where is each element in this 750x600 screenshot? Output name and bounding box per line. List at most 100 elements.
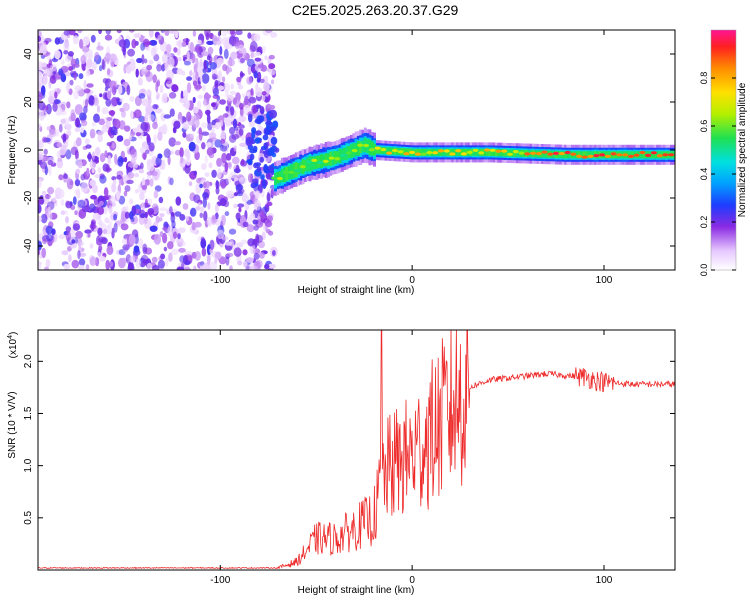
noise-cell: [199, 58, 203, 68]
ridge-core: [553, 151, 559, 155]
ridge-core: [576, 154, 583, 158]
x-tick-label: 100: [596, 275, 613, 286]
noise-cell: [52, 197, 57, 202]
noise-cell: [159, 207, 168, 212]
noise-cell: [38, 30, 42, 37]
noise-cell: [224, 211, 230, 217]
noise-cell: [85, 264, 90, 270]
noise-cell: [260, 108, 265, 114]
noise-cell: [240, 57, 245, 64]
noise-cell: [269, 126, 277, 131]
noise-cell: [65, 216, 69, 224]
noise-cell: [274, 147, 280, 153]
noise-cell: [201, 73, 210, 84]
noise-cell: [63, 41, 70, 53]
noise-cell: [236, 76, 242, 83]
noise-cell: [185, 156, 191, 166]
ridge-cell: [313, 156, 317, 170]
noise-cell: [255, 51, 261, 56]
ridge-cell: [587, 151, 591, 159]
ridge-cell: [488, 148, 492, 156]
noise-cell: [67, 51, 74, 57]
noise-cell: [163, 114, 172, 119]
snr-axes: -100 0 100 0.5 1.0 1.5 2.0: [23, 330, 675, 586]
noise-cell: [64, 210, 68, 215]
noise-cell: [56, 88, 60, 95]
noise-cell: [247, 113, 253, 123]
noise-cell: [44, 266, 49, 270]
noise-cell: [266, 201, 273, 207]
noise-cell: [79, 112, 87, 121]
noise-cell: [140, 262, 146, 267]
noise-cell: [74, 127, 81, 132]
noise-cell: [120, 223, 129, 231]
noise-cell: [48, 95, 55, 105]
ridge-cell: [474, 148, 478, 156]
noise-cell: [63, 141, 69, 148]
noise-cell: [103, 187, 109, 197]
noise-cell: [105, 30, 112, 35]
noise-cell: [235, 164, 240, 174]
noise-cell: [91, 121, 96, 127]
ridge-core: [317, 160, 323, 165]
noise-cell: [214, 256, 218, 264]
noise-cell: [229, 90, 237, 96]
ridge-cell: [336, 151, 340, 163]
ridge-core: [409, 150, 416, 154]
noise-cell: [166, 58, 173, 65]
noise-cell: [149, 39, 158, 46]
noise-cell: [183, 267, 191, 270]
ridge-cell: [582, 151, 586, 159]
noise-cell: [186, 82, 192, 94]
noise-cell: [128, 234, 136, 246]
noise-cell: [182, 203, 189, 210]
noise-cell: [236, 190, 243, 197]
noise-cell: [84, 138, 90, 145]
noise-cell: [158, 217, 163, 222]
noise-cell: [68, 30, 76, 36]
noise-cell: [226, 94, 234, 102]
noise-cell: [224, 241, 233, 246]
ridge-cell: [584, 151, 588, 159]
noise-cell: [94, 173, 100, 179]
noise-cell: [237, 203, 245, 208]
ridge-core: [311, 158, 318, 162]
noise-cell: [253, 225, 259, 231]
noise-cell: [261, 91, 267, 96]
noise-cell: [230, 51, 238, 60]
noise-cell: [105, 164, 111, 174]
x-tick-label: 100: [596, 575, 613, 586]
noise-cell: [235, 242, 244, 248]
noise-cell: [77, 160, 83, 169]
noise-cell: [186, 51, 190, 61]
colorbar-tick-label: 0.6: [699, 120, 709, 133]
noise-cell: [104, 150, 108, 158]
noise-cell: [249, 243, 256, 255]
noise-cell: [205, 32, 210, 41]
noise-cell: [200, 264, 207, 270]
noise-cell: [72, 196, 77, 206]
noise-cell: [246, 159, 253, 164]
ridge-cell: [453, 148, 457, 156]
noise-cell: [144, 198, 148, 207]
noise-cell: [176, 237, 184, 245]
noise-cell: [109, 195, 116, 205]
noise-cell: [134, 189, 140, 194]
noise-cell: [147, 208, 155, 215]
noise-cell: [49, 129, 57, 138]
noise-cell: [269, 109, 277, 119]
ridge-cell: [460, 148, 464, 156]
noise-cell: [91, 61, 98, 71]
spectrogram-x-label: Height of straight line (km): [298, 285, 415, 296]
noise-cell: [202, 181, 207, 189]
noise-cell: [126, 179, 134, 185]
noise-cell: [167, 155, 171, 166]
noise-cell: [66, 124, 72, 131]
noise-cell: [139, 162, 144, 170]
noise-cell: [101, 58, 105, 70]
noise-cell: [160, 30, 165, 34]
noise-cell: [41, 247, 46, 259]
noise-cell: [101, 237, 108, 245]
noise-cell: [239, 71, 244, 79]
noise-cell: [47, 210, 53, 222]
